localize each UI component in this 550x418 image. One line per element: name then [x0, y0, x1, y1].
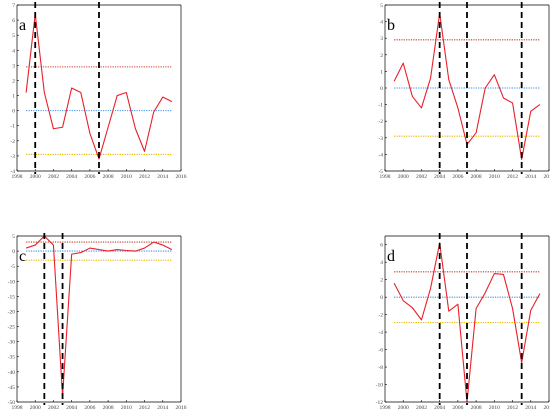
x-tick-label: 1998 [380, 405, 391, 411]
x-tick-label: 2004 [66, 405, 77, 411]
y-tick-label: -2 [378, 313, 383, 319]
data-series-line [25, 235, 173, 397]
y-tick-label: -5 [378, 169, 383, 175]
y-tick-label: 5 [380, 3, 383, 9]
x-tick-label: 2014 [525, 405, 536, 411]
y-tick-label: 2 [12, 78, 15, 84]
y-tick-label: 0 [12, 249, 15, 255]
x-tick-label: 2010 [489, 174, 500, 180]
y-tick-label: -20 [8, 309, 16, 315]
y-tick-label: 5 [12, 234, 15, 240]
x-tick-label: 2006 [84, 174, 95, 180]
y-tick-label: 2 [380, 278, 383, 284]
y-tick-label: 0 [380, 86, 383, 92]
x-tick-label: 2016 [176, 174, 187, 180]
y-tick-label: 6 [12, 18, 15, 24]
x-tick-label: 2014 [157, 405, 168, 411]
x-tick-label: 2008 [471, 174, 482, 180]
y-tick-label: 0 [380, 295, 383, 301]
x-tick-label: 2012 [507, 405, 518, 411]
x-tick-label: 2010 [121, 174, 132, 180]
x-tick-label: 2016 [176, 405, 187, 411]
y-tick-label: 4 [380, 20, 383, 26]
y-tick-label: -45 [8, 385, 16, 391]
y-tick-label: 1 [12, 94, 15, 100]
x-tick-label: 2014 [525, 174, 536, 180]
y-tick-label: 2 [380, 53, 383, 59]
panel-label: a [19, 17, 26, 34]
y-tick-label: -3 [10, 154, 15, 160]
y-tick-label: -10 [8, 279, 16, 285]
y-tick-label: 1 [380, 69, 383, 75]
y-tick-label: -6 [378, 348, 383, 354]
y-tick-label: -2 [378, 119, 383, 125]
x-tick-label: 2006 [452, 405, 463, 411]
x-tick-label: 2012 [507, 174, 518, 180]
x-tick-label: 2010 [121, 405, 132, 411]
y-tick-label: -10 [376, 383, 384, 389]
y-tick-label: 7 [12, 3, 15, 9]
panel-d: 1998 2000 2002 2004 2006 2008 2010 2012 2014 2016… [376, 233, 550, 411]
panel-a: 1998 2000 2002 2004 2006 2008 2010 2012 2014 2016… [10, 2, 187, 180]
y-tick-label: -5 [10, 264, 15, 270]
x-tick-label: 2014 [157, 174, 168, 180]
y-tick-label: -4 [378, 152, 383, 158]
x-tick-label: 1998 [12, 174, 23, 180]
y-tick-label: -15 [8, 294, 16, 300]
y-tick-label: -12 [376, 400, 384, 406]
panel-label: c [19, 248, 26, 265]
y-tick-label: -25 [8, 325, 16, 331]
x-tick-label: 2000 [398, 405, 409, 411]
panel-label: b [387, 17, 395, 34]
panel-b: 1998200020022004200620082010201220142016… [378, 2, 550, 180]
y-tick-label: -2 [10, 139, 15, 145]
x-tick-label: 2008 [471, 405, 482, 411]
y-tick-label: -3 [378, 136, 383, 142]
data-series-line [25, 13, 173, 160]
x-tick-label: 2000 [30, 405, 41, 411]
x-tick-label: 1998 [12, 405, 23, 411]
y-tick-label: -4 [10, 169, 15, 175]
y-tick-label: -50 [8, 400, 16, 406]
y-tick-label: 4 [12, 48, 15, 54]
x-tick-label: 2000 [30, 174, 41, 180]
y-tick-label: -1 [378, 103, 383, 109]
y-tick-label: 4 [380, 260, 383, 266]
y-tick-label: -35 [8, 355, 16, 361]
y-tick-label: -30 [8, 340, 16, 346]
panel-c: 1998 2000 2002 2004 2006 2008 2010 2012 2014 2016… [8, 233, 187, 411]
y-tick-label: 0 [12, 109, 15, 115]
y-tick-label: -8 [378, 365, 383, 371]
x-tick-label: 2002 [416, 174, 427, 180]
x-tick-label: 2006 [84, 405, 95, 411]
y-tick-label: -4 [378, 330, 383, 336]
x-tick-label: 2006 [452, 174, 463, 180]
x-tick-label: 2000 [398, 174, 409, 180]
y-tick-label: 5 [12, 33, 15, 39]
x-tick-label: 2010 [489, 405, 500, 411]
x-tick-label: 2004 [434, 174, 445, 180]
panel-label: d [387, 248, 395, 265]
x-tick-label: 2002 [48, 405, 59, 411]
x-tick-label: 2016 [544, 174, 550, 180]
y-tick-label: 6 [380, 243, 383, 249]
x-tick-label: 2012 [139, 405, 150, 411]
x-tick-label: 2016 [544, 405, 550, 411]
x-tick-label: 2012 [139, 174, 150, 180]
x-tick-label: 2002 [48, 174, 59, 180]
x-tick-label: 1998 [380, 174, 391, 180]
x-tick-label: 2004 [66, 174, 77, 180]
x-tick-label: 2002 [416, 405, 427, 411]
x-tick-label: 2004 [434, 405, 445, 411]
y-tick-label: 3 [380, 36, 383, 42]
y-tick-label: -1 [10, 124, 15, 130]
x-tick-label: 2008 [103, 174, 114, 180]
x-tick-label: 2008 [103, 405, 114, 411]
y-tick-label: -40 [8, 370, 16, 376]
y-tick-label: 3 [12, 63, 15, 69]
